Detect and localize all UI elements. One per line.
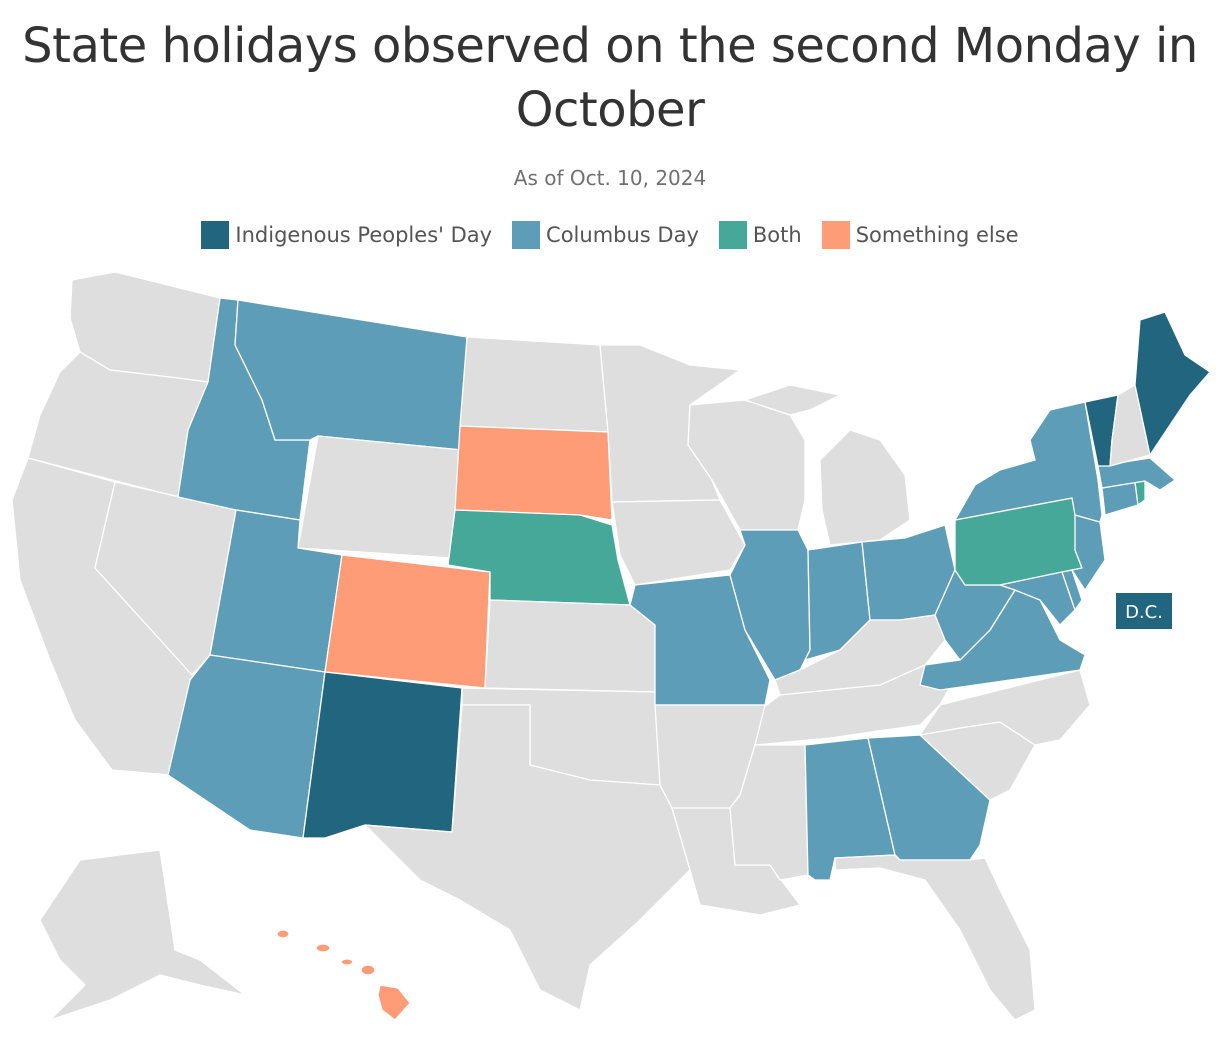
legend-swatch-both xyxy=(718,221,747,249)
dc-callout: D.C. xyxy=(1116,593,1172,629)
state-north-carolina[interactable] xyxy=(919,669,1091,746)
legend-label-columbus: Columbus Day xyxy=(546,223,699,247)
legend-item-both: Both xyxy=(718,221,802,249)
state-florida[interactable] xyxy=(834,854,1036,1021)
state-alaska[interactable] xyxy=(39,849,246,1021)
state-iowa[interactable] xyxy=(611,499,746,586)
state-new-hampshire[interactable] xyxy=(1109,384,1151,467)
state-new-mexico[interactable] xyxy=(302,671,463,839)
chart-subtitle: As of Oct. 10, 2024 xyxy=(513,166,707,190)
legend-swatch-columbus xyxy=(512,221,541,249)
state-wyoming[interactable] xyxy=(297,435,463,559)
state-texas[interactable] xyxy=(364,704,691,1011)
chart-title: State holidays observed on the second Mo… xyxy=(22,18,1198,138)
legend: Indigenous Peoples' Day Columbus Day Bot… xyxy=(0,221,1220,249)
state-new-jersey[interactable] xyxy=(1071,514,1106,591)
legend-label-both: Both xyxy=(752,223,802,247)
legend-swatch-indigenous xyxy=(201,221,230,249)
legend-label-indigenous: Indigenous Peoples' Day xyxy=(235,223,493,247)
legend-swatch-other xyxy=(821,221,850,249)
state-arizona[interactable] xyxy=(167,654,326,839)
legend-item-columbus: Columbus Day xyxy=(512,221,699,249)
state-maine[interactable] xyxy=(1134,311,1211,456)
state-hawaii[interactable] xyxy=(276,929,411,1021)
legend-label-other: Something else xyxy=(855,223,1019,247)
state-massachusetts[interactable] xyxy=(1097,457,1176,491)
legend-item-other: Something else xyxy=(821,221,1019,249)
legend-item-indigenous: Indigenous Peoples' Day xyxy=(201,221,492,249)
state-delaware[interactable] xyxy=(1061,569,1083,611)
state-new-york[interactable] xyxy=(954,401,1103,523)
dc-label: D.C. xyxy=(1125,602,1163,623)
state-south-dakota[interactable] xyxy=(454,425,613,521)
state-kansas[interactable] xyxy=(484,599,656,693)
state-colorado[interactable] xyxy=(324,554,491,689)
state-michigan[interactable] xyxy=(744,384,911,546)
dc-box xyxy=(1116,593,1172,629)
state-north-dakota[interactable] xyxy=(459,336,609,433)
